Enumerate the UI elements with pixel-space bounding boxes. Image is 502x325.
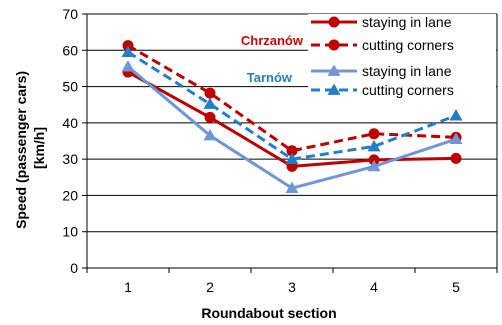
legend-entry: staying in lane [362, 63, 452, 79]
data-point [121, 45, 135, 57]
y-tick-label: 60 [62, 42, 78, 58]
x-tick-label: 5 [452, 279, 460, 295]
y-tick-label: 70 [62, 6, 78, 22]
group-label: Tarnów [247, 70, 293, 85]
data-point [204, 111, 216, 123]
x-tick-label: 1 [124, 279, 132, 295]
series-line [127, 44, 457, 153]
data-point [367, 139, 381, 152]
data-point [285, 152, 299, 165]
y-tick-label: 20 [62, 187, 78, 203]
data-point [121, 60, 135, 72]
data-point [122, 40, 134, 52]
x-tick-label: 2 [206, 279, 214, 295]
data-point [367, 159, 381, 172]
data-point [203, 129, 217, 141]
legend: staying in lane cutting corners staying in… [241, 14, 496, 100]
group-label: Chrzanów [241, 33, 304, 48]
legend-marker [328, 39, 340, 51]
y-tick-label: 30 [62, 151, 78, 167]
x-tick-label: 3 [288, 279, 296, 295]
legend-marker [327, 83, 341, 95]
y-tick-label: 0 [70, 260, 78, 276]
data-point [449, 132, 463, 145]
axes: 0 10 20 30 40 50 60 70 1 2 3 4 5 [62, 6, 498, 295]
y-axis-title-line-1: Speed (passenger cars) [13, 71, 29, 229]
data-point [449, 109, 463, 121]
legend-entry: cutting corners [362, 82, 454, 98]
data-point [368, 154, 380, 166]
series-3 [121, 45, 463, 165]
data-point [286, 145, 298, 157]
legend-background [308, 14, 496, 100]
data-point [203, 97, 217, 109]
series-0 [122, 66, 462, 172]
x-tick-label: 4 [370, 279, 378, 295]
legend-marker [327, 64, 341, 76]
data-point [204, 87, 216, 99]
series-line [127, 50, 457, 161]
data-point [285, 181, 299, 194]
y-tick-label: 10 [62, 224, 78, 240]
series-2 [121, 60, 463, 194]
x-axis-title: Roundabout section [201, 305, 336, 321]
y-axis-title: Speed (passenger cars) [km/h] [13, 67, 47, 229]
legend-entry: staying in lane [362, 14, 452, 30]
y-tick-label: 50 [62, 79, 78, 95]
y-axis-title-line-2: [km/h] [31, 127, 47, 169]
data-point [450, 152, 462, 164]
legend-entry: cutting corners [362, 37, 454, 53]
series-lines [121, 40, 463, 194]
y-tick-label: 40 [62, 115, 78, 131]
legend-marker [328, 16, 340, 28]
data-point [368, 128, 380, 140]
